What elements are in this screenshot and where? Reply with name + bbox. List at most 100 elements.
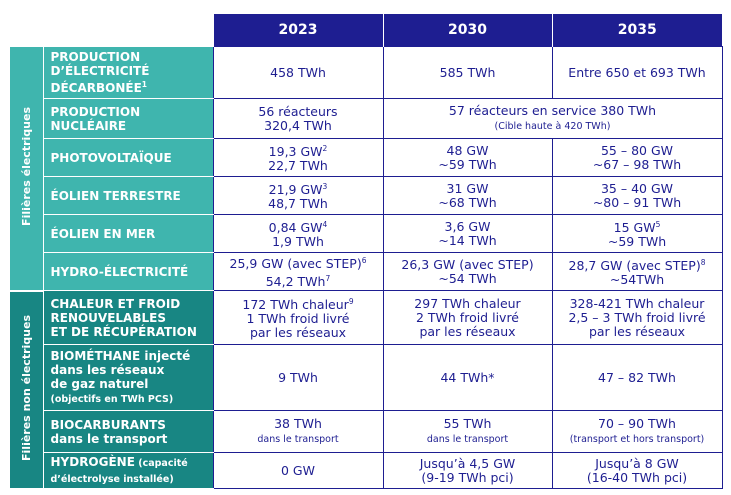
text: PRODUCTION (50, 49, 141, 64)
line: 2 TWh froid livré (384, 309, 552, 325)
data-cell: 55 TWh dans le transport (382, 410, 553, 453)
line: dans le transport (384, 431, 552, 447)
line: 55 – 80 GW (553, 142, 722, 158)
text: RENOUVELABLES (50, 310, 166, 325)
line: 31 GW (384, 181, 552, 196)
data-cell: 47 – 82 TWh (551, 344, 723, 411)
text: DÉCARBONÉE (50, 80, 142, 95)
data-cell: 9 TWh (212, 344, 384, 411)
text: 172 TWh chaleur (242, 297, 349, 313)
data-cell: 19,3 GW2 22,7 TWh (212, 138, 384, 177)
line: ~67 – 98 TWh (553, 157, 722, 172)
line: ~59 TWh (553, 235, 722, 249)
text: 3,6 GW (444, 218, 491, 234)
line: ~80 – 91 TWh (553, 194, 722, 210)
table-row: ÉOLIEN EN MER 0,84 GW4 1,9 TWh 3,6 GW ~14 TW… (10, 214, 723, 253)
line: (objectifs en TWh PCS) (51, 391, 213, 407)
data-cell: Jusqu’à 8 GW (16-40 TWh pci) (551, 452, 723, 489)
line: 54,2 TWh7 (214, 272, 383, 289)
text: 38 TWh (274, 415, 322, 431)
text: ÉOLIEN TERRESTRE (50, 188, 181, 203)
text: d’électrolyse installée) (50, 473, 174, 485)
line: DÉCARBONÉE1 (51, 78, 213, 95)
line: HYDRO-ÉLECTRICITÉ (51, 265, 213, 279)
text: ~54 TWh (438, 270, 497, 286)
line: Jusqu’à 8 GW (553, 455, 722, 471)
data-cell: 31 GW ~68 TWh (382, 176, 553, 215)
text: 22,7 TWh (268, 158, 328, 174)
line: 56 réacteurs (214, 103, 383, 119)
blank-corner (10, 14, 213, 47)
line: 297 TWh chaleur (384, 296, 552, 311)
group-text: Filières électriques (19, 107, 33, 226)
table-row: HYDRO-ÉLECTRICITÉ 25,9 GW (avec STEP)6 54,… (10, 252, 723, 291)
text: (16-40 TWh pci) (586, 469, 688, 485)
text: BIOMÉTHANE (50, 348, 141, 363)
line: 1 TWh froid livré (214, 312, 383, 326)
text: 2 TWh froid livré (415, 309, 519, 325)
text: par les réseaux (419, 323, 516, 339)
text: 585 TWh (439, 64, 496, 80)
text: 56 réacteurs (258, 103, 338, 119)
data-cell: 44 TWh* (382, 344, 553, 411)
footnote-ref: 9 (348, 296, 354, 306)
text: par les réseaux (249, 325, 347, 341)
text: 55 – 80 GW (600, 142, 674, 158)
line: ~68 TWh (384, 195, 552, 210)
text: 55 TWh (443, 415, 492, 431)
text: 54,2 TWh (265, 273, 326, 289)
row-label: PHOTOVOLTAÏQUE (43, 138, 213, 177)
line: 48 GW (384, 143, 552, 158)
text: 47 – 82 TWh (598, 369, 676, 385)
table-body: Filières électriques PRODUCTION D’ÉLECTRIC… (10, 46, 723, 490)
text: 21,9 GW (268, 182, 323, 198)
line: 320,4 TWh (214, 118, 383, 133)
text: ~80 – 91 TWh (592, 194, 682, 210)
group-label: Filières non électriques (10, 290, 44, 490)
footnote-ref: 2 (322, 143, 328, 153)
line: par les réseaux (214, 326, 383, 340)
data-cell: 328-421 TWh chaleur 2,5 – 3 TWh froid liv… (551, 290, 723, 345)
line: 55 TWh (384, 415, 552, 431)
text: (transport et hors transport) (569, 433, 705, 445)
line: PRODUCTION (51, 105, 213, 119)
table-row: PRODUCTION NUCLÉAIRE 56 réacteurs 320,4 TWh… (10, 98, 723, 139)
row-label: CHALEUR ET FROID RENOUVELABLES ET DE RÉCUP… (43, 290, 213, 345)
line: 22,7 TWh (214, 159, 383, 173)
line: 35 – 40 GW (553, 181, 722, 196)
text: (capacité (134, 457, 188, 469)
row-label: BIOCARBURANTS dans le transport (43, 410, 213, 453)
line: 172 TWh chaleur9 (214, 295, 383, 312)
line: ~14 TWh (384, 233, 552, 248)
text: NUCLÉAIRE (50, 118, 127, 133)
table-row: PHOTOVOLTAÏQUE 19,3 GW2 22,7 TWh 48 GW ~59 T… (10, 138, 723, 177)
footnote-ref: 5 (655, 219, 661, 229)
line: ET DE RÉCUPÉRATION (51, 325, 213, 339)
table-row: HYDROGÈNE (capacité d’électrolyse install… (10, 452, 723, 489)
line: d’électrolyse installée) (51, 471, 213, 487)
data-cell: 585 TWh (382, 46, 553, 99)
line: 0 GW (214, 463, 383, 478)
data-cell: 25,9 GW (avec STEP)6 54,2 TWh7 (212, 252, 384, 291)
text: 57 réacteurs en service 380 TWh (448, 102, 657, 118)
text: 19,3 GW (268, 144, 323, 160)
text: 1,9 TWh (272, 234, 324, 250)
data-cell: 38 TWh dans le transport (212, 410, 384, 453)
text: ÉOLIEN EN MER (50, 226, 156, 241)
text: PHOTOVOLTAÏQUE (50, 150, 172, 165)
line: 2,5 – 3 TWh froid livré (553, 310, 722, 325)
text: (objectifs en TWh PCS) (50, 393, 174, 405)
table-row: BIOCARBURANTS dans le transport 38 TWh dans… (10, 410, 723, 453)
footnote-ref: 8 (700, 257, 706, 267)
text: Jusqu’à 4,5 GW (419, 455, 516, 471)
line: BIOCARBURANTS (51, 418, 213, 432)
line: (16-40 TWh pci) (553, 469, 722, 485)
line: 70 – 90 TWh (553, 416, 722, 431)
data-cell: 0 GW (212, 452, 384, 489)
text: Jusqu’à 8 GW (595, 455, 679, 471)
line: 9 TWh (214, 370, 383, 385)
data-cell: 57 réacteurs en service 380 TWh (Cible ha… (382, 98, 723, 139)
data-cell: 26,3 GW (avec STEP) ~54 TWh (382, 252, 553, 291)
row-label: HYDROGÈNE (capacité d’électrolyse install… (43, 452, 213, 489)
